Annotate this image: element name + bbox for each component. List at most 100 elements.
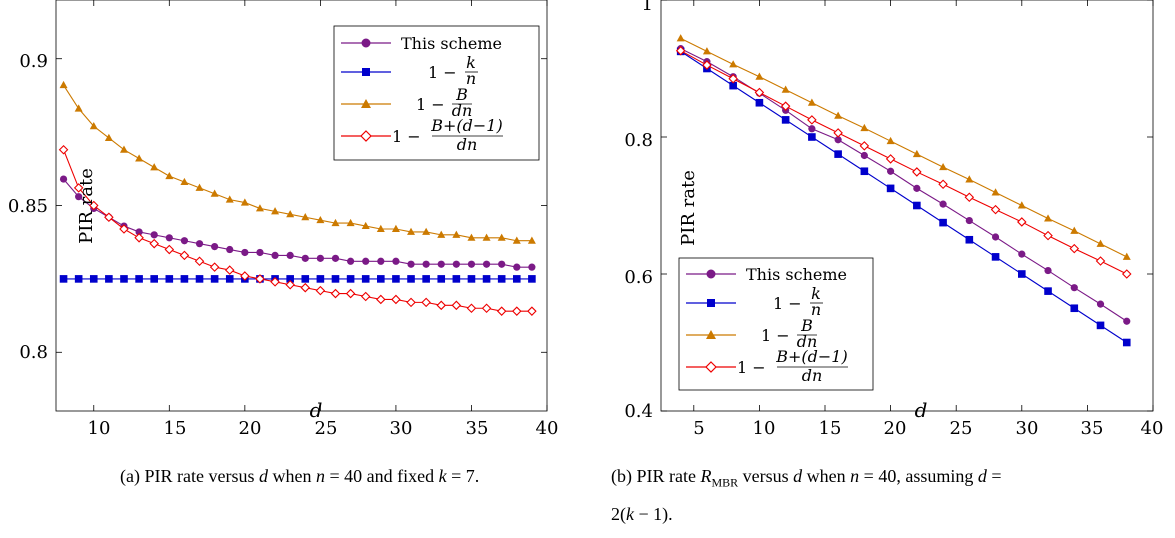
chart-b-legend-label: This scheme bbox=[746, 265, 847, 284]
chart-b-point-s2 bbox=[965, 175, 974, 183]
chart-a-ytick: 0.85 bbox=[8, 196, 48, 217]
chart-b-series-layer bbox=[675, 34, 1132, 347]
chart-a-point-s0 bbox=[256, 248, 264, 257]
chart-a-legend-entry-bd-over-dn: 1 − B+(d−1) dn bbox=[341, 116, 503, 154]
chart-b-point-s1 bbox=[1018, 270, 1026, 278]
chart-a-point-s3 bbox=[270, 277, 280, 287]
chart-b-point-s0 bbox=[834, 136, 842, 144]
chart-b-legend-entry-b-over-dn: 1 − B dn bbox=[686, 316, 817, 351]
chart-a-point-s1 bbox=[301, 275, 310, 283]
chart-b-point-s1 bbox=[781, 116, 790, 124]
chart-b-point-s3 bbox=[833, 128, 843, 138]
chart-a-legend-entry-this-scheme: This scheme bbox=[341, 34, 502, 53]
chart-a-point-s3 bbox=[88, 200, 99, 211]
chart-a-point-s3 bbox=[194, 256, 205, 267]
chart-a-point-s3 bbox=[527, 306, 537, 316]
chart-b-point-s0 bbox=[1070, 284, 1078, 292]
chart-b-point-s2 bbox=[860, 123, 869, 132]
chart-b-xtick: 15 bbox=[819, 418, 842, 439]
chart-a-point-s3 bbox=[466, 303, 477, 314]
chart-a-point-s1 bbox=[316, 275, 325, 283]
chart-a-point-s0 bbox=[362, 257, 370, 265]
chart-a-point-s3 bbox=[512, 306, 522, 316]
chart-a: 0.8 0.85 0.9 10 15 20 25 30 35 40 d PIR … bbox=[8, 0, 559, 439]
chart-a-point-s1 bbox=[467, 275, 476, 283]
chart-a-point-s3 bbox=[481, 303, 492, 314]
chart-a-point-s2 bbox=[210, 189, 219, 197]
chart-b-xlabel: d bbox=[915, 398, 928, 422]
chart-b-point-s0 bbox=[1018, 250, 1026, 258]
chart-b-xtick: 5 bbox=[693, 418, 704, 439]
chart-a-point-s3 bbox=[406, 297, 416, 308]
chart-b-point-s0 bbox=[939, 200, 947, 208]
chart-b-point-s3 bbox=[938, 179, 948, 190]
svg-text:dn: dn bbox=[457, 135, 478, 154]
chart-a-point-s3 bbox=[421, 297, 431, 308]
chart-b: 0.4 0.6 0.8 1 5 10 15 20 25 30 35 40 d P… bbox=[624, 0, 1163, 439]
chart-a-point-s3 bbox=[315, 285, 326, 296]
chart-a-point-s2 bbox=[407, 227, 416, 235]
chart-b-point-s2 bbox=[755, 72, 764, 80]
chart-a-point-s2 bbox=[135, 154, 144, 162]
chart-b-point-s2 bbox=[781, 85, 790, 93]
chart-b-point-s2 bbox=[834, 111, 843, 119]
chart-a-point-s1 bbox=[437, 275, 446, 283]
chart-b-xtick: 35 bbox=[1081, 418, 1104, 439]
chart-a-ytick: 0.8 bbox=[19, 342, 48, 363]
chart-a-point-s3 bbox=[149, 238, 159, 249]
chart-a-point-s2 bbox=[225, 195, 234, 203]
chart-a-point-s0 bbox=[437, 260, 445, 268]
chart-b-point-s3 bbox=[964, 192, 975, 203]
caption-b: (b) PIR rate RMBR versus d when n = 40, … bbox=[611, 466, 1002, 490]
chart-a-point-s3 bbox=[496, 306, 507, 316]
chart-b-point-s2 bbox=[1070, 226, 1079, 234]
chart-a-point-s0 bbox=[347, 257, 355, 265]
chart-b-point-s0 bbox=[808, 125, 816, 133]
chart-b-point-s2 bbox=[676, 34, 685, 42]
svg-text:B+(d−1): B+(d−1) bbox=[775, 347, 847, 366]
circle-marker-icon bbox=[706, 269, 716, 279]
chart-a-point-s1 bbox=[361, 275, 370, 283]
chart-b-point-s3 bbox=[1095, 256, 1106, 266]
circle-marker-icon bbox=[361, 38, 371, 48]
chart-b-xtick: 30 bbox=[1016, 418, 1039, 439]
chart-a-point-s0 bbox=[392, 257, 400, 265]
chart-b-point-s2 bbox=[1044, 214, 1053, 222]
chart-b-ytick: 0.6 bbox=[624, 267, 653, 288]
chart-b-series-line-3 bbox=[680, 50, 1128, 275]
chart-a-point-s1 bbox=[120, 275, 128, 283]
chart-a-point-s3 bbox=[224, 265, 235, 275]
chart-b-legend-entry-bd-over-dn: 1 − B+(d−1) dn bbox=[686, 347, 848, 385]
svg-text:B: B bbox=[800, 316, 813, 335]
chart-b-point-s2 bbox=[939, 162, 948, 171]
chart-a-point-s2 bbox=[180, 177, 189, 186]
chart-a-point-s0 bbox=[180, 237, 189, 245]
chart-a-point-s0 bbox=[513, 263, 521, 271]
chart-a-point-s1 bbox=[286, 275, 294, 283]
chart-a-point-s3 bbox=[179, 250, 190, 261]
chart-a-point-s1 bbox=[150, 275, 158, 283]
chart-a-point-s0 bbox=[407, 260, 415, 268]
chart-a-point-s1 bbox=[482, 275, 491, 283]
chart-a-point-s3 bbox=[300, 282, 311, 293]
chart-b-plot-frame bbox=[660, 0, 1154, 412]
chart-a-xtick: 35 bbox=[466, 418, 489, 439]
chart-a-xtick: 15 bbox=[164, 418, 187, 439]
chart-a-point-s0 bbox=[528, 263, 536, 271]
chart-b-legend-entry-k-over-n: 1 − k n bbox=[686, 284, 823, 319]
chart-a-point-s2 bbox=[150, 163, 159, 171]
chart-a-point-s0 bbox=[316, 254, 324, 262]
chart-b-legend: This scheme 1 − k n 1 − B dn 1 bbox=[678, 257, 874, 391]
chart-b-xtick: 40 bbox=[1141, 418, 1164, 439]
chart-a-xtick: 40 bbox=[536, 418, 559, 439]
chart-a-xtick: 10 bbox=[88, 418, 111, 439]
chart-a-point-s1 bbox=[105, 275, 113, 283]
chart-a-point-s3 bbox=[330, 288, 341, 299]
caption-b-continued: 2(k − 1). bbox=[611, 504, 673, 524]
chart-a-point-s0 bbox=[195, 240, 204, 248]
svg-text:dn: dn bbox=[452, 101, 473, 120]
chart-a-point-s2 bbox=[482, 233, 491, 241]
chart-b-point-s3 bbox=[1043, 230, 1053, 241]
chart-b-point-s3 bbox=[702, 60, 712, 70]
chart-b-point-s2 bbox=[702, 47, 711, 55]
